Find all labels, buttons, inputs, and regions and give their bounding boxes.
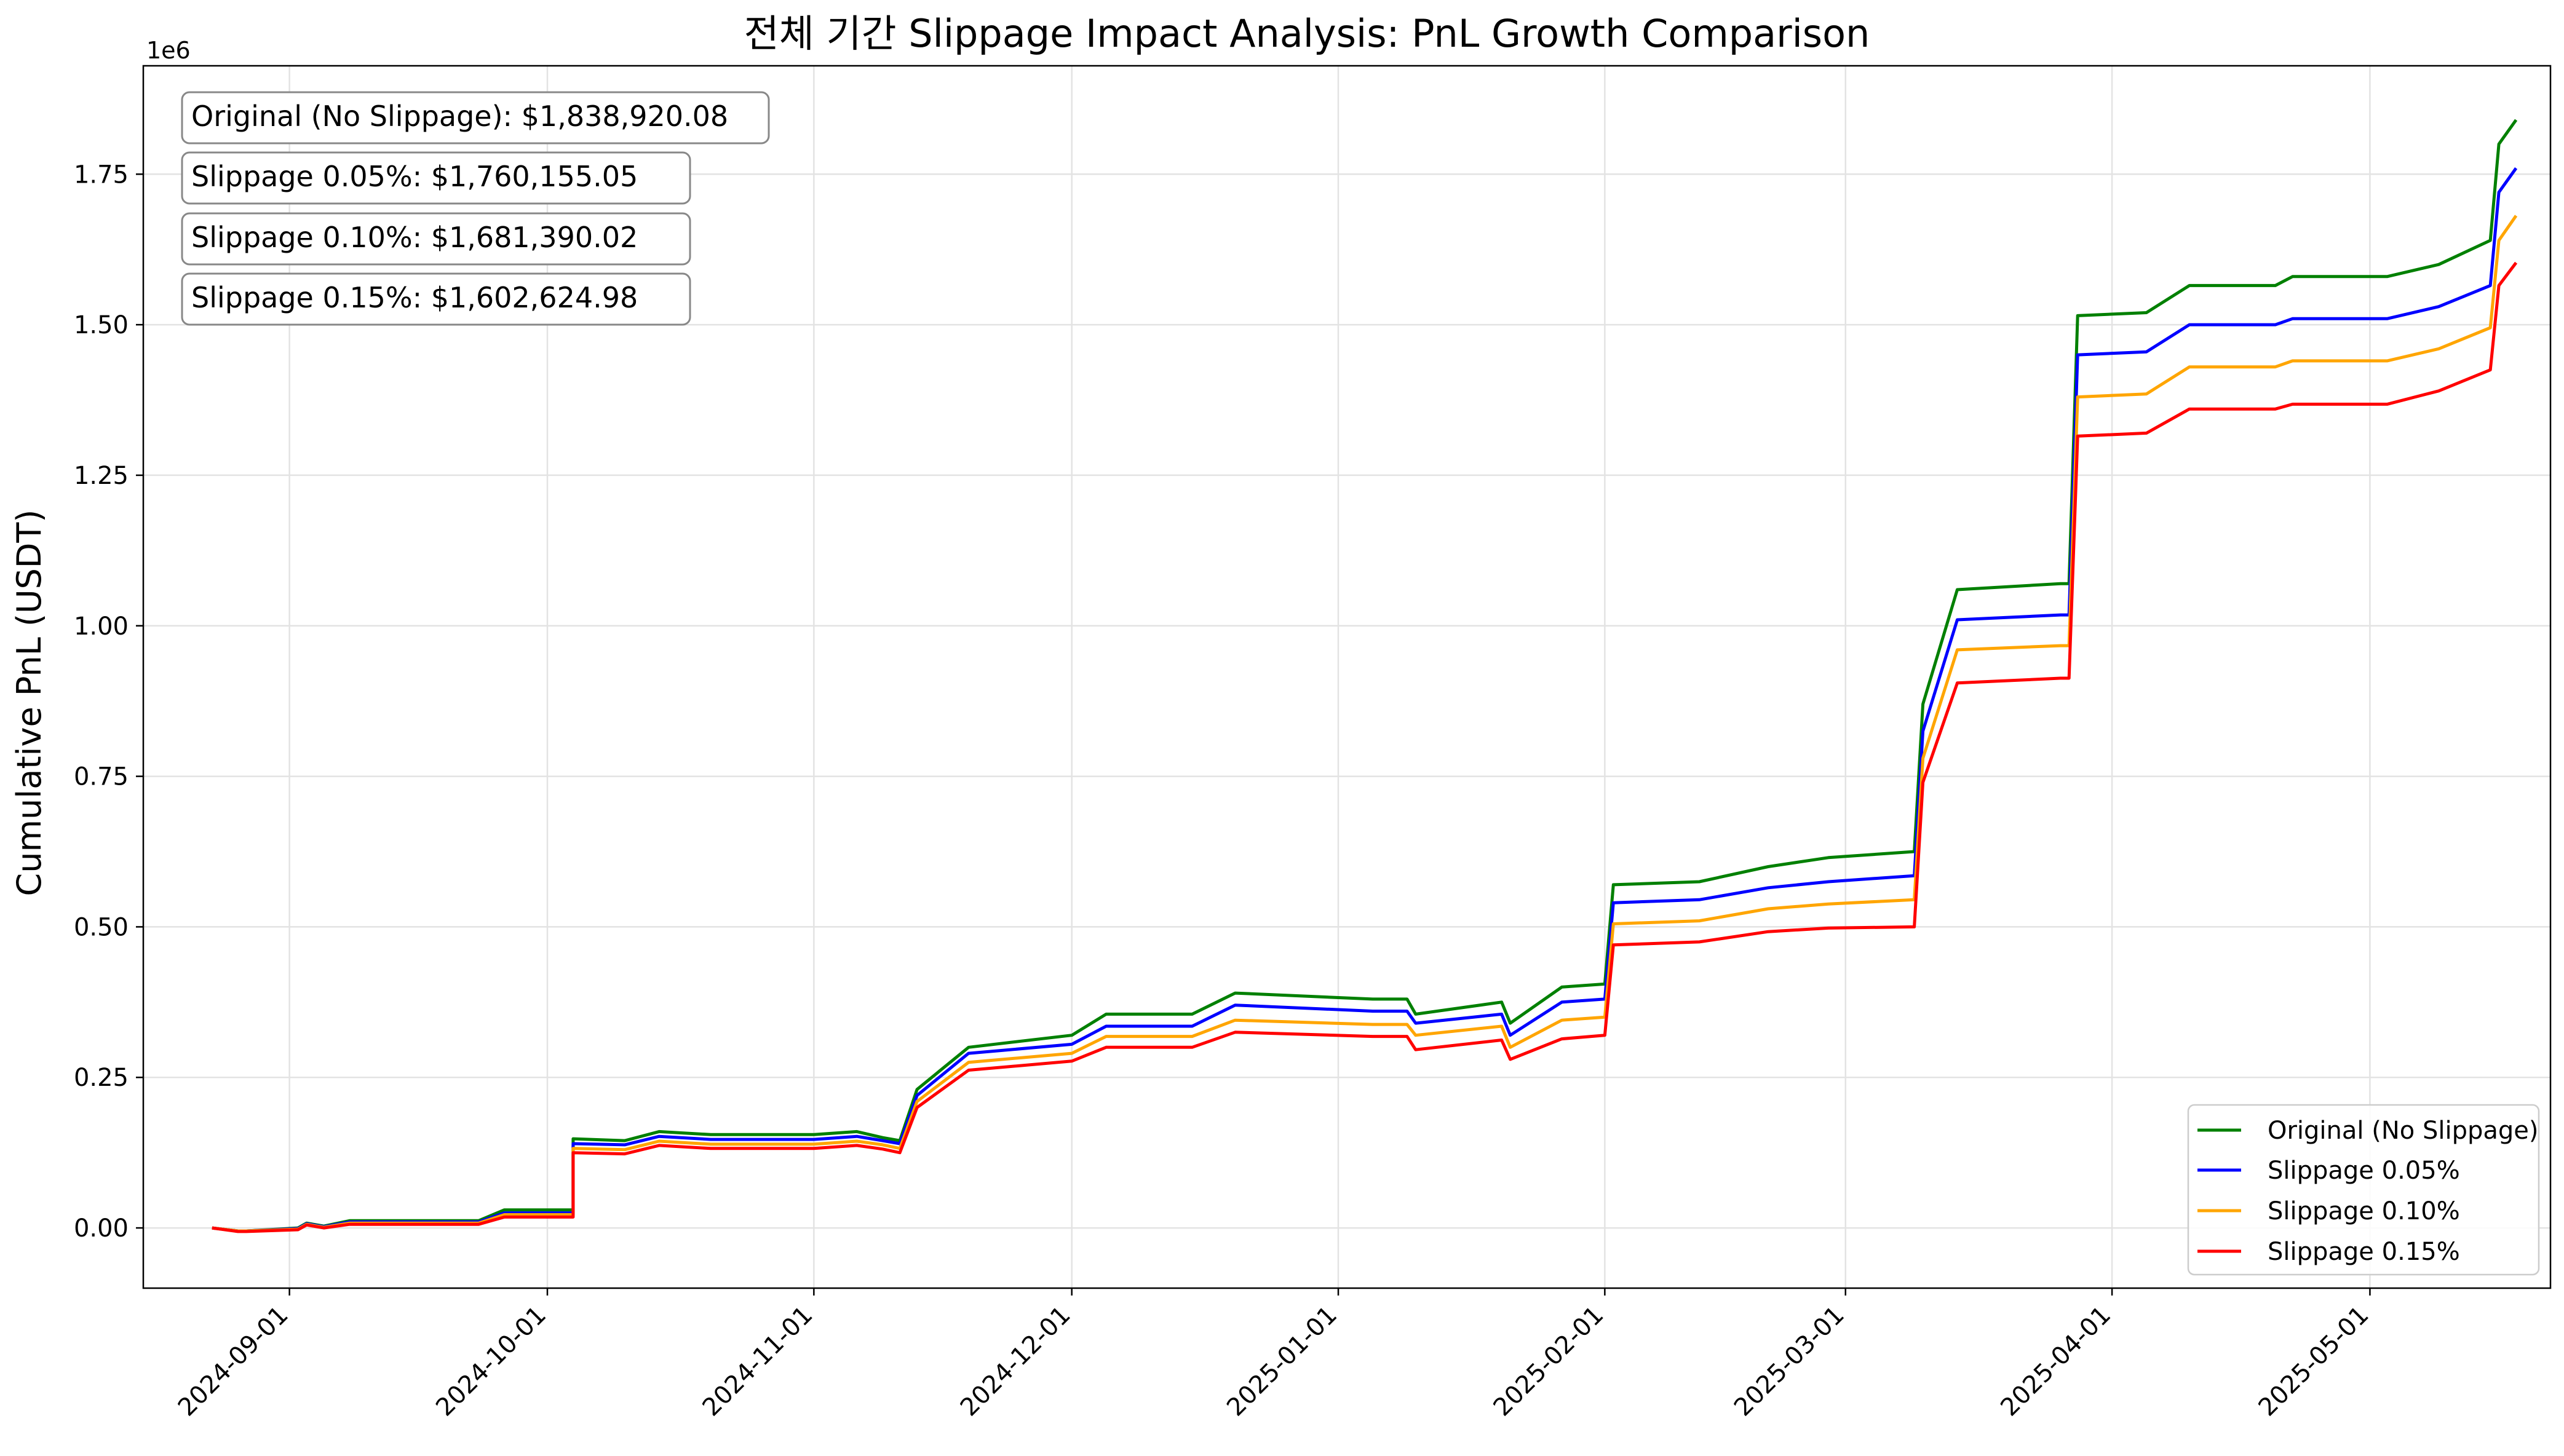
series-lines bbox=[212, 119, 2518, 1233]
annotation-boxes: Original (No Slippage): $1,838,920.08 Sl… bbox=[181, 91, 770, 326]
annotation-slippage-010: Slippage 0.10%: $1,681,390.02 bbox=[191, 221, 638, 254]
y-tick-label: 0.75 bbox=[74, 763, 129, 791]
y-tick-label: 0.00 bbox=[74, 1214, 129, 1243]
series-line-3 bbox=[212, 261, 2518, 1233]
legend-label-slippage-005: Slippage 0.05% bbox=[2268, 1157, 2460, 1185]
annotation-box bbox=[181, 91, 770, 144]
y-axis-label: Cumulative PnL (USDT) bbox=[10, 510, 49, 896]
y-tick-label: 1.75 bbox=[74, 160, 129, 189]
y-tick-label: 1.50 bbox=[74, 311, 129, 339]
y-tick-label: 0.50 bbox=[74, 913, 129, 941]
annotation-box bbox=[181, 272, 691, 326]
series-line-0 bbox=[212, 119, 2518, 1233]
legend-label-slippage-010: Slippage 0.10% bbox=[2268, 1197, 2460, 1225]
legend: Original (No Slippage) Slippage 0.05% Sl… bbox=[2187, 1104, 2540, 1276]
series-line-1 bbox=[212, 167, 2518, 1233]
y-axis-ticks: 0.00 0.25 0.50 0.75 1.00 1.25 1.50 1.75 bbox=[74, 160, 143, 1243]
y-tick-label: 0.25 bbox=[74, 1064, 129, 1092]
annotation-original: Original (No Slippage): $1,838,920.08 bbox=[191, 100, 728, 133]
y-tick-label: 1.00 bbox=[74, 612, 129, 641]
annotation-slippage-005: Slippage 0.05%: $1,760,155.05 bbox=[191, 160, 638, 193]
annotation-box bbox=[181, 151, 691, 205]
legend-label-slippage-015: Slippage 0.15% bbox=[2268, 1238, 2460, 1266]
legend-label-original: Original (No Slippage) bbox=[2268, 1117, 2538, 1145]
series-line-2 bbox=[212, 215, 2518, 1233]
y-tick-label: 1.25 bbox=[74, 462, 129, 490]
annotation-box bbox=[181, 212, 691, 266]
annotation-slippage-015: Slippage 0.15%: $1,602,624.98 bbox=[191, 281, 638, 314]
chart-title: 전체 기간 Slippage Impact Analysis: PnL Grow… bbox=[744, 11, 1870, 56]
plot-frame bbox=[142, 65, 2552, 1289]
legend-frame bbox=[2187, 1104, 2540, 1276]
y-axis-offset-label: 1e6 bbox=[146, 37, 191, 64]
